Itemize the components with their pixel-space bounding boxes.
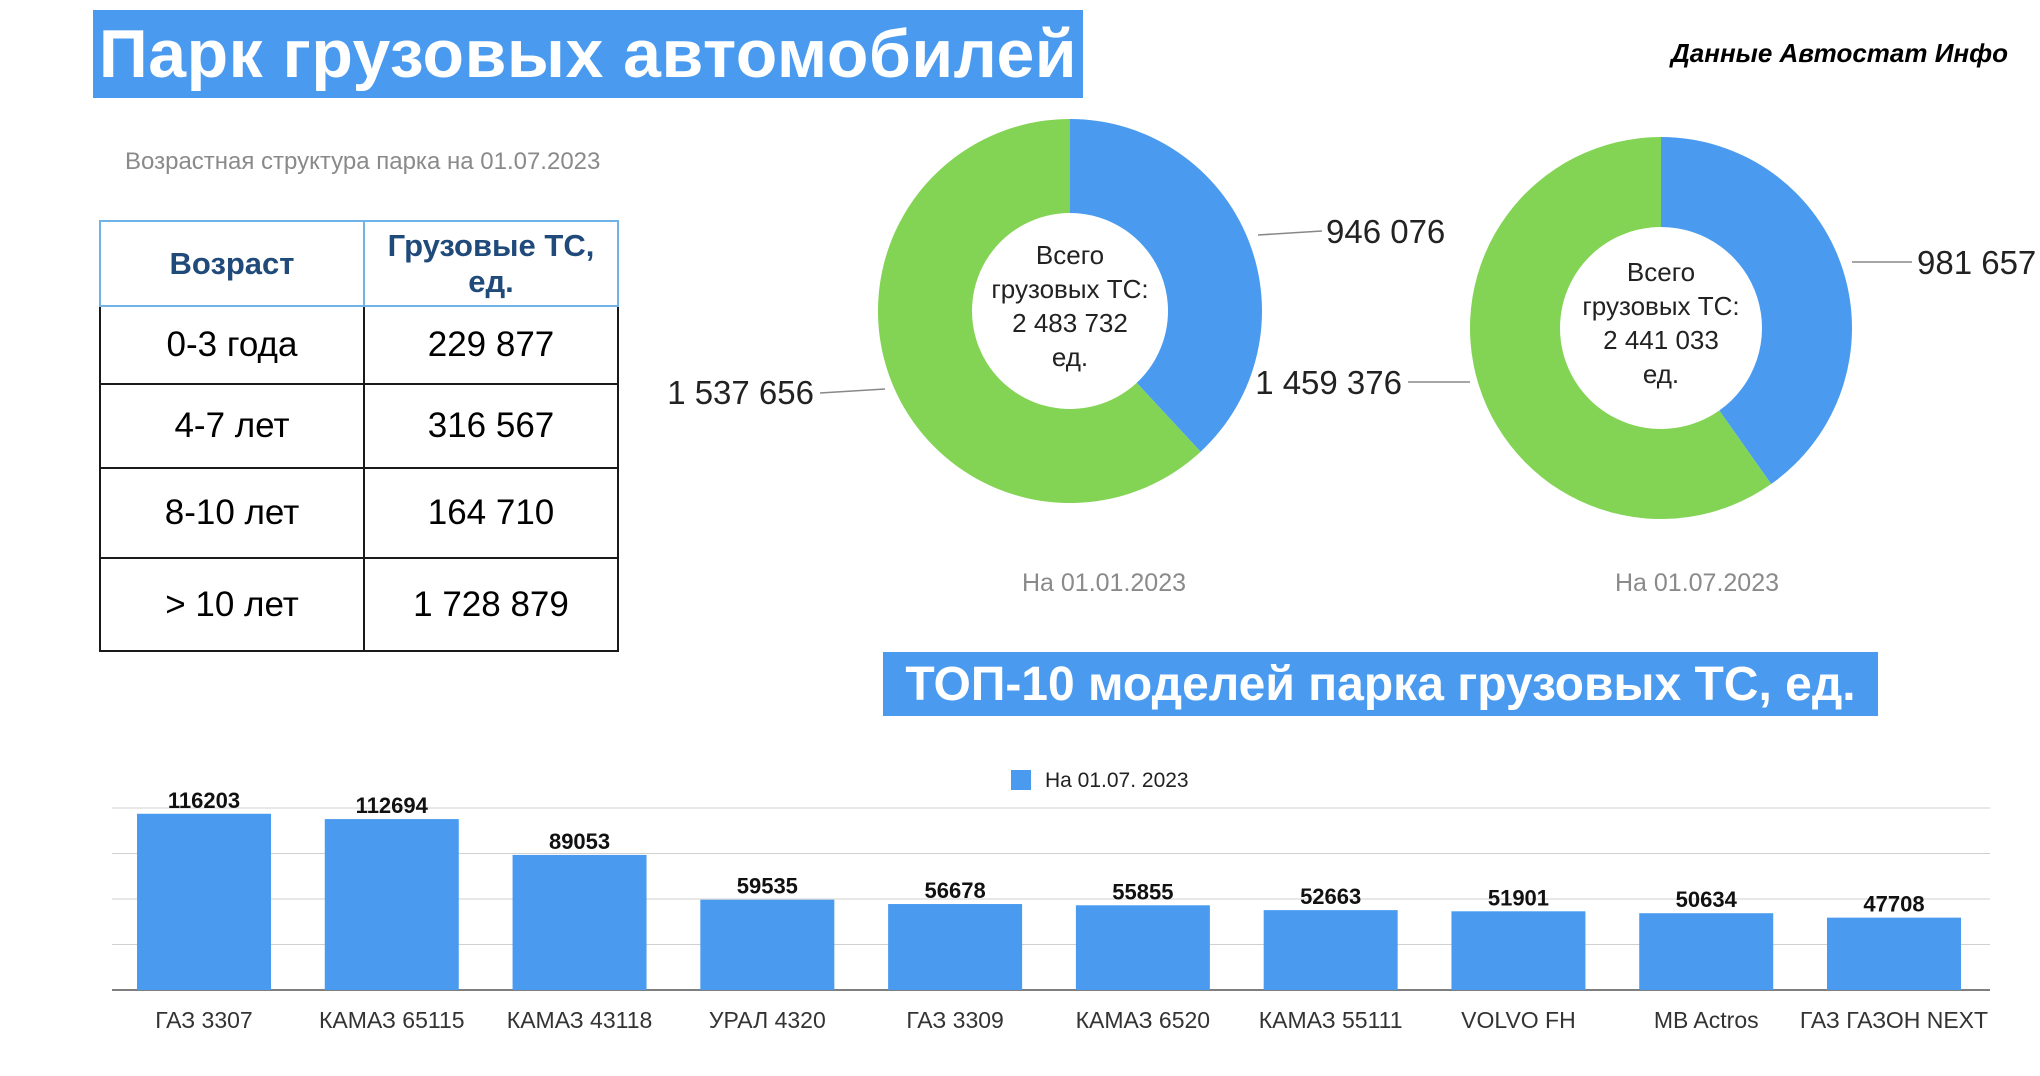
donut2-center-text: грузовых ТС: [1582,291,1739,321]
bar-value-label: 112694 [356,793,429,818]
category-label: КАМАЗ 6520 [1076,1007,1210,1033]
source-note: Данные Автостат Инфо [1671,38,2008,68]
donut1-center-text: ед. [1052,342,1088,372]
category-label: VOLVO FH [1461,1007,1576,1033]
table-header-row: Возраст Грузовые ТС, ед. [99,220,619,307]
bar [1451,911,1586,990]
bar-value-label: 56678 [925,878,986,903]
donut1-blue-leader [1257,230,1323,236]
donut2-date: На 01.07.2023 [1615,569,1779,597]
donut1-blue-slice [1070,119,1262,452]
donut1-green-label: 1 537 656 [667,374,814,411]
category-label: ГАЗ ГАЗОН NEXT [1800,1007,1988,1033]
age-cell: > 10 лет [99,557,365,652]
category-label: ГАЗ 3309 [906,1007,1003,1033]
legend-label: На 01.07. 2023 [1045,769,1189,792]
bar [324,819,459,990]
bar [1075,905,1210,990]
page-title: Парк грузовых автомобилей [93,10,1083,98]
category-label: MB Actros [1654,1007,1759,1033]
header-age: Возраст [99,220,365,307]
age-cell: 0-3 года [99,305,365,385]
donut1-center-text: 2 483 732 [1012,308,1128,338]
bar [888,904,1023,990]
donut2-center-text: ед. [1643,359,1679,389]
category-label: ГАЗ 3307 [155,1007,252,1033]
donut1-green-slice [878,119,1201,504]
donut1-green-leader [819,388,886,394]
bar-value-label: 47708 [1863,892,1924,917]
bar [1639,913,1774,990]
donut2-blue-label: 981 657 [1917,244,2036,281]
bar [137,813,271,990]
table-row: > 10 лет 1 728 879 [99,557,619,652]
bar-chart-title: ТОП-10 моделей парка грузовых ТС, ед. [883,652,1878,716]
donut1-center-text: грузовых ТС: [991,274,1148,304]
table-row: 0-3 года 229 877 [99,305,619,385]
age-cell: 4-7 лет [99,383,365,469]
donut2-center-text: 2 441 033 [1603,325,1719,355]
age-cell: 8-10 лет [99,467,365,559]
bar-value-label: 52663 [1300,884,1361,909]
donut1-date: На 01.01.2023 [1022,569,1186,597]
category-label: УРАЛ 4320 [709,1007,826,1033]
category-label: КАМАЗ 43118 [507,1007,653,1033]
bar-value-label: 50634 [1676,887,1738,912]
header-trucks: Грузовые ТС, ед. [363,220,619,307]
bar-value-label: 55855 [1112,879,1173,904]
legend-swatch [1011,770,1031,790]
bar-value-label: 59535 [737,874,798,899]
table-caption: Возрастная структура парка на 01.07.2023 [125,148,601,175]
category-label: КАМАЗ 55111 [1259,1007,1403,1033]
donut1-blue-label: 946 076 [1326,213,1445,250]
count-cell: 229 877 [363,305,619,385]
count-cell: 1 728 879 [363,557,619,652]
donut1-center-text: Всего [1036,240,1104,270]
bar-value-label: 116203 [168,788,240,813]
bar [1827,917,1961,990]
table-row: 4-7 лет 316 567 [99,383,619,469]
category-label: КАМАЗ 65115 [319,1007,465,1033]
bar [512,854,647,990]
table-row: 8-10 лет 164 710 [99,467,619,559]
count-cell: 316 567 [363,383,619,469]
bar-value-label: 51901 [1488,885,1549,910]
count-cell: 164 710 [363,467,619,559]
bar [1263,910,1398,990]
donut2-green-slice [1469,137,1772,520]
age-table: Возраст Грузовые ТС, ед. 0-3 года 229 87… [99,220,619,652]
donut2-blue-slice [1661,137,1852,485]
bar [700,899,835,990]
donut2-green-label: 1 459 376 [1255,364,1402,401]
bar-value-label: 89053 [549,829,610,854]
donut2-center-text: Всего [1627,257,1695,287]
